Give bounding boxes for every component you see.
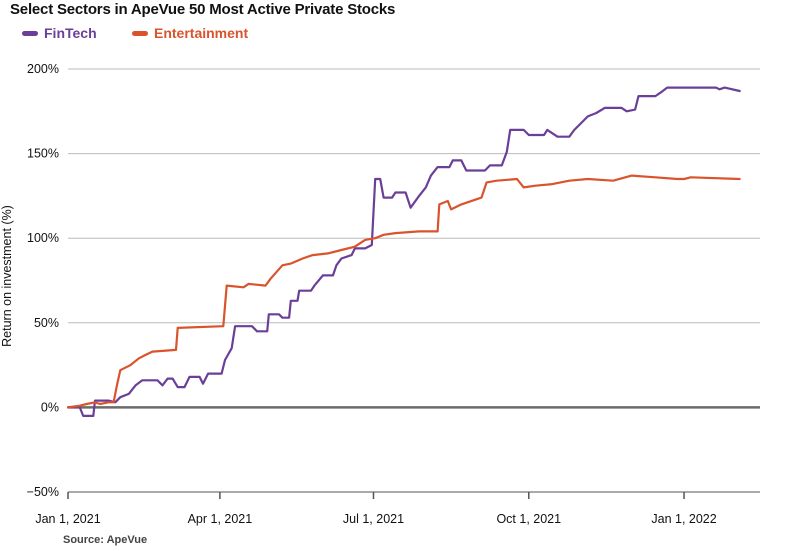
series-lines — [66, 86, 741, 417]
x-tick-label: Jul 1, 2021 — [343, 512, 404, 526]
legend-swatch-entertainment — [132, 31, 148, 36]
chart-title: Select Sectors in ApeVue 50 Most Active … — [10, 1, 396, 18]
x-tick-label: Jan 1, 2022 — [651, 512, 716, 526]
legend-label-fintech: FinTech — [44, 25, 97, 41]
legend-label-entertainment: Entertainment — [154, 25, 249, 41]
x-tick-labels: Jan 1, 2021 Apr 1, 2021 Jul 1, 2021 Oct 1, … — [35, 512, 716, 526]
x-tick-label: Oct 1, 2021 — [496, 512, 561, 526]
y-tick-label: 50% — [34, 316, 59, 330]
y-tick-label: 200% — [27, 62, 59, 76]
series-line-fintech — [66, 86, 741, 417]
series-line-entertainment — [66, 174, 741, 409]
y-tick-label: 100% — [27, 231, 59, 245]
legend-swatch-fintech — [22, 31, 38, 36]
axes — [67, 406, 760, 499]
y-tick-labels: −50% 0% 50% 100% 150% 200% — [27, 62, 59, 499]
y-tick-label: 0% — [41, 400, 59, 414]
source-note: Source: ApeVue — [63, 534, 148, 546]
y-tick-label: −50% — [27, 485, 59, 499]
y-tick-label: 150% — [27, 147, 59, 161]
x-tick-label: Apr 1, 2021 — [188, 512, 253, 526]
gridlines — [68, 68, 760, 493]
y-axis-label: Return on investment (%) — [0, 205, 14, 347]
x-tick-label: Jan 1, 2021 — [35, 512, 100, 526]
